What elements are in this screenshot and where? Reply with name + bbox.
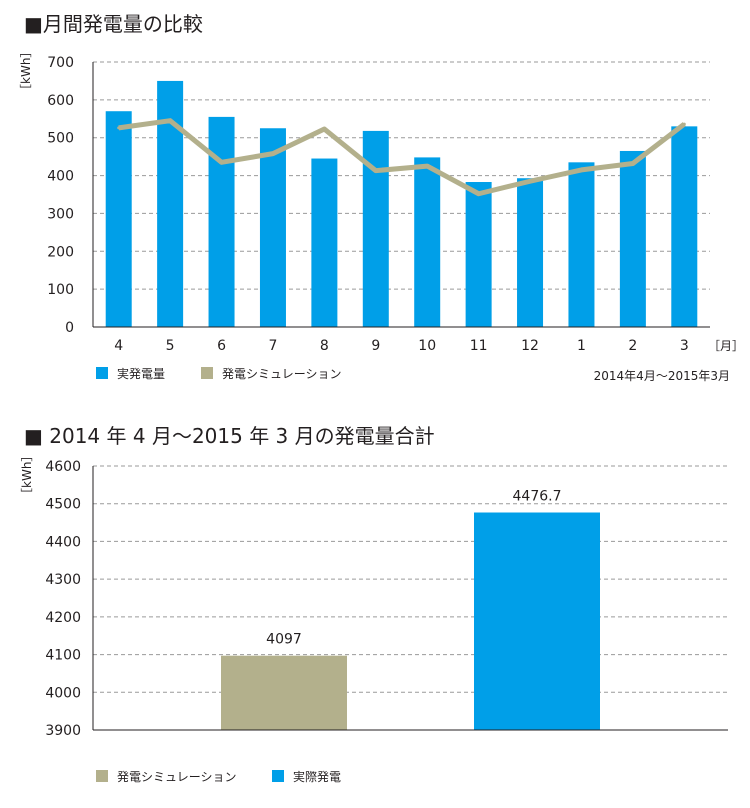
y-tick-label: 3900 [45, 723, 81, 739]
y-tick-label: 600 [47, 93, 74, 109]
simulation-point-1 [579, 168, 583, 172]
simulation-point-12 [528, 179, 532, 183]
x-tick-label: 6 [217, 338, 226, 354]
simulation-point-3 [682, 122, 686, 126]
y-tick-label: 4100 [45, 648, 81, 664]
bar-actual-10 [414, 157, 441, 327]
y-axis-title: ［kWh］ [19, 46, 33, 96]
legend-simulation-swatch [96, 770, 108, 782]
legend-actual-swatch [96, 367, 108, 379]
y-tick-label: 300 [47, 206, 74, 222]
y-tick-label: 4000 [45, 685, 81, 701]
bar-actual-4 [105, 111, 132, 327]
y-tick-label: 200 [47, 244, 74, 260]
y-tick-label: 700 [47, 55, 74, 71]
x-tick-label: 8 [320, 338, 329, 354]
bar-actual-8 [311, 158, 338, 327]
y-axis-title: ［kWh］ [20, 450, 34, 500]
chart1-title: ■月間発電量の比較 [24, 12, 203, 36]
simulation-point-10 [425, 164, 429, 168]
simulation-point-4 [117, 126, 121, 130]
legend-actual-label: 実際発電 [293, 769, 341, 784]
bar-actual-2 [619, 150, 646, 327]
simulation-point-2 [631, 161, 635, 165]
bar-actual-7 [259, 128, 286, 327]
simulation-point-11 [477, 192, 481, 196]
bar-actual-1 [568, 162, 595, 327]
y-tick-label: 400 [47, 169, 74, 185]
simulation-point-7 [271, 152, 275, 156]
y-tick-label: 4600 [45, 459, 81, 475]
y-tick-label: 0 [65, 320, 74, 336]
x-tick-label: 2 [628, 338, 637, 354]
x-tick-label: 9 [371, 338, 380, 354]
x-axis-unit: ［月］ [708, 339, 744, 353]
x-tick-label: 5 [166, 338, 175, 354]
bar-actual-12 [517, 178, 544, 327]
y-tick-label: 4200 [45, 610, 81, 626]
x-tick-label: 12 [521, 338, 539, 354]
simulation-point-9 [374, 169, 378, 173]
y-tick-label: 4300 [45, 572, 81, 588]
legend-simulation-label: 発電シミュレーション [117, 770, 237, 784]
bar-actual-5 [157, 80, 184, 327]
simulation-point-8 [322, 127, 326, 131]
bar-actual-3 [671, 126, 698, 327]
x-tick-label: 4 [114, 338, 123, 354]
x-tick-label: 11 [470, 338, 488, 354]
simulation-point-5 [168, 119, 172, 123]
x-tick-label: 7 [268, 338, 277, 354]
bar-actual-11 [465, 182, 492, 327]
y-tick-label: 100 [47, 282, 74, 298]
legend-simulation-swatch [201, 367, 213, 379]
bar-actual-6 [208, 116, 235, 328]
bar-total-actual [474, 512, 600, 730]
bar-value-label: 4097 [266, 632, 302, 648]
bar-value-label: 4476.7 [513, 489, 562, 505]
simulation-point-6 [220, 160, 224, 164]
bar-total-simulation [221, 655, 347, 730]
legend-actual-label: 実発電量 [117, 366, 165, 381]
y-tick-label: 500 [47, 131, 74, 147]
x-tick-label: 3 [680, 338, 689, 354]
y-tick-label: 4400 [45, 534, 81, 550]
y-tick-label: 4500 [45, 497, 81, 513]
chart2-title: ■ 2014 年 4 月～2015 年 3 月の発電量合計 [24, 424, 435, 448]
period-annotation: 2014年4月～2015年3月 [594, 369, 730, 383]
legend-actual-swatch [272, 770, 284, 782]
simulation-line [118, 118, 686, 197]
annual-total-chart: 3900 4000 4100 4200 4300 4400 4500 4600 ［kWh］ 409… [20, 450, 728, 784]
legend-simulation-label: 発電シミュレーション [222, 367, 342, 381]
x-tick-label: 1 [577, 338, 586, 354]
x-tick-label: 10 [418, 338, 436, 354]
